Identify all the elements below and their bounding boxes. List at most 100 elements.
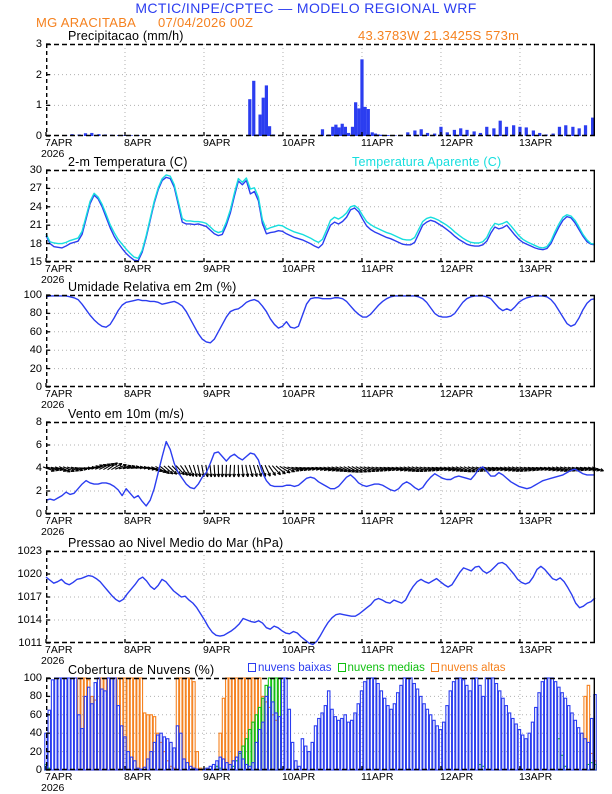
legend-label: nuvens medias [348, 662, 425, 674]
x-tick-label: 12APR [440, 644, 473, 656]
x-tick-label: 8APR [124, 644, 151, 656]
x-tick-label: 10APR [282, 515, 315, 527]
y-tick-label: 15 [30, 256, 42, 268]
x-axis-year-label: 2026 [41, 274, 64, 286]
x-tick-label: 9APR [203, 263, 230, 275]
y-tick-label: 60 [30, 709, 42, 721]
legend-label: nuvens altas [441, 662, 506, 674]
x-tick-label: 13APR [519, 263, 552, 275]
y-tick-label: 20 [30, 746, 42, 758]
x-tick-label: 12APR [440, 263, 473, 275]
x-tick-label: 8APR [124, 388, 151, 400]
x-tick-label: 12APR [440, 137, 473, 149]
x-tick-label: 13APR [519, 515, 552, 527]
x-tick-label: 12APR [440, 388, 473, 400]
legend-swatch-icon [431, 663, 439, 672]
x-axis-year-label: 2026 [41, 148, 64, 160]
x-tick-label: 9APR [203, 771, 230, 783]
y-tick-label: 6 [36, 439, 42, 451]
y-tick-label: 27 [30, 182, 42, 194]
y-tick-label: 40 [30, 727, 42, 739]
y-tick-label: 1011 [18, 637, 42, 649]
panel-title-apparent-temperature: Temperatura Aparente (C) [352, 155, 501, 169]
panel-title-wind: Vento em 10m (m/s) [68, 407, 184, 421]
y-tick-label: 3 [36, 38, 42, 50]
y-tick-label: 20 [30, 363, 42, 375]
x-axis-year-label: 2026 [41, 655, 64, 667]
panel-title-precipitation: Precipitacao (mm/h) [68, 29, 184, 43]
y-tick-label: 80 [30, 690, 42, 702]
y-tick-label: 0 [36, 764, 42, 776]
station-coordinates: 43.3783W 21.3425S 573m [358, 28, 519, 43]
x-tick-label: 9APR [203, 388, 230, 400]
x-tick-label: 8APR [124, 515, 151, 527]
y-tick-label: 2 [36, 69, 42, 81]
x-tick-label: 11APR [361, 644, 394, 656]
x-tick-label: 11APR [361, 515, 394, 527]
x-tick-label: 8APR [124, 137, 151, 149]
y-tick-label: 24 [30, 201, 42, 213]
panel-title-relative-humidity: Umidade Relativa em 2m (%) [68, 280, 236, 294]
y-tick-label: 30 [30, 164, 42, 176]
x-axis-year-label: 2026 [41, 782, 64, 794]
legend-swatch-icon [338, 663, 346, 672]
legend-item-nuvens-medias: nuvens medias [338, 662, 425, 674]
x-tick-label: 13APR [519, 388, 552, 400]
plot-area-temperature [46, 170, 595, 262]
x-tick-label: 10APR [282, 263, 315, 275]
y-tick-label: 100 [24, 289, 42, 301]
x-tick-label: 10APR [282, 137, 315, 149]
plot-area-wind [46, 422, 595, 514]
y-tick-label: 1014 [18, 614, 42, 626]
plot-area-precipitation [46, 44, 595, 136]
x-axis-year-label: 2026 [41, 526, 64, 538]
panel-title-cloud-cover: Cobertura de Nuvens (%) [68, 663, 214, 677]
x-tick-label: 11APR [361, 388, 394, 400]
y-tick-label: 1023 [18, 545, 42, 557]
y-tick-label: 4 [36, 462, 42, 474]
y-tick-label: 0 [36, 381, 42, 393]
x-tick-label: 10APR [282, 388, 315, 400]
y-tick-label: 0 [36, 130, 42, 142]
x-tick-label: 12APR [440, 515, 473, 527]
x-tick-label: 9APR [203, 515, 230, 527]
x-tick-label: 8APR [124, 263, 151, 275]
y-tick-label: 60 [30, 326, 42, 338]
y-tick-label: 8 [36, 416, 42, 428]
legend-item-nuvens-altas: nuvens altas [431, 662, 506, 674]
y-tick-label: 1017 [18, 591, 42, 603]
x-tick-label: 9APR [203, 644, 230, 656]
x-tick-label: 11APR [361, 137, 394, 149]
plot-area-pressure [46, 551, 595, 643]
x-axis-year-label: 2026 [41, 399, 64, 411]
y-tick-label: 80 [30, 307, 42, 319]
y-tick-label: 18 [30, 238, 42, 250]
plot-area-cloud-cover [46, 678, 595, 770]
x-tick-label: 10APR [282, 771, 315, 783]
y-tick-label: 100 [24, 672, 42, 684]
panel-title-temperature: 2-m Temperatura (C) [68, 155, 188, 169]
x-tick-label: 13APR [519, 771, 552, 783]
legend-item-nuvens-baixas: nuvens baixas [248, 662, 332, 674]
y-tick-label: 21 [30, 219, 42, 231]
x-tick-label: 11APR [361, 771, 394, 783]
run-datetime: 07/04/2026 00Z [158, 15, 253, 30]
y-tick-label: 1020 [18, 568, 42, 580]
plot-area-relative-humidity [46, 295, 595, 387]
station-name: MG ARACITABA [36, 15, 136, 30]
x-tick-label: 10APR [282, 644, 315, 656]
x-tick-label: 8APR [124, 771, 151, 783]
x-tick-label: 9APR [203, 137, 230, 149]
x-tick-label: 13APR [519, 644, 552, 656]
y-tick-label: 1 [36, 99, 42, 111]
y-tick-label: 0 [36, 508, 42, 520]
y-tick-label: 40 [30, 344, 42, 356]
x-tick-label: 11APR [361, 263, 394, 275]
y-tick-label: 2 [36, 485, 42, 497]
legend-swatch-icon [248, 663, 256, 672]
panel-title-pressure: Pressao ao Nivel Medio do Mar (hPa) [68, 536, 283, 550]
x-tick-label: 13APR [519, 137, 552, 149]
legend-label: nuvens baixas [258, 662, 332, 674]
x-tick-label: 12APR [440, 771, 473, 783]
